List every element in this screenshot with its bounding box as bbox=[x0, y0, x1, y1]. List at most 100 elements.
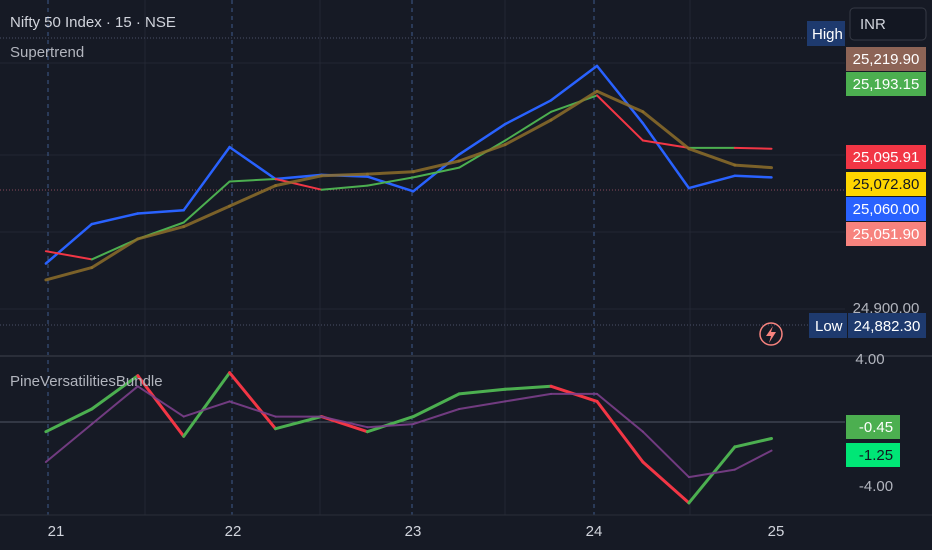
signal-segment bbox=[366, 423, 415, 429]
signal-segment bbox=[733, 449, 773, 471]
average-segment bbox=[320, 172, 369, 178]
low-label: Low bbox=[815, 318, 843, 335]
supertrend-segment bbox=[228, 178, 277, 183]
average-segment bbox=[228, 184, 277, 208]
price-segment bbox=[687, 174, 737, 190]
price-tag-2 bbox=[846, 172, 926, 196]
average-segment bbox=[365, 170, 415, 176]
indicator1-label[interactable]: Supertrend bbox=[10, 44, 84, 61]
signal-segment bbox=[44, 423, 93, 463]
price-segment bbox=[641, 122, 691, 190]
price-tag-text-1: 25,095.91 bbox=[853, 149, 920, 166]
signal-segment bbox=[136, 385, 185, 418]
osc-tick-0: 4.00 bbox=[855, 351, 884, 368]
price-segment bbox=[457, 122, 507, 156]
osc-tag-0 bbox=[846, 415, 900, 439]
signal-segment bbox=[90, 385, 139, 426]
price-tag-text-4: 25,051.90 bbox=[853, 226, 920, 243]
oscillator-segment bbox=[595, 399, 645, 464]
supertrend-segment bbox=[366, 176, 415, 187]
osc-tag-1 bbox=[846, 443, 900, 467]
oscillator-segment bbox=[228, 371, 277, 431]
price-segment bbox=[733, 174, 773, 179]
high-label: High bbox=[812, 26, 843, 43]
price-segment bbox=[366, 175, 415, 193]
signal-segment bbox=[687, 468, 736, 479]
signal-segment bbox=[412, 408, 461, 426]
average-segment bbox=[274, 174, 323, 188]
price-segment bbox=[274, 173, 323, 181]
price-tag-4 bbox=[846, 222, 926, 246]
price-segment bbox=[595, 64, 645, 125]
low-value: 24,882.30 bbox=[854, 318, 921, 335]
supertrend-segment bbox=[274, 178, 323, 191]
price-tag-text-0: 25,193.15 bbox=[853, 76, 920, 93]
signal-segment bbox=[596, 392, 644, 433]
x-tick-label: 25 bbox=[768, 523, 785, 540]
oscillator-segment bbox=[90, 374, 140, 411]
oscillator-segment bbox=[44, 407, 94, 434]
signal-segment bbox=[182, 400, 231, 418]
supertrend-segment bbox=[504, 110, 553, 142]
osc-tag-text-0: -0.45 bbox=[859, 419, 893, 436]
average-segment bbox=[641, 110, 691, 151]
average-segment bbox=[595, 89, 645, 114]
oscillator-segment bbox=[365, 415, 415, 434]
price-tag-1 bbox=[846, 145, 926, 169]
oscillator-segment bbox=[687, 445, 737, 505]
average-segment bbox=[90, 237, 140, 270]
average-segment bbox=[733, 163, 773, 170]
oscillator-segment bbox=[641, 460, 691, 505]
price-tag-0 bbox=[846, 72, 926, 96]
average-segment bbox=[182, 204, 232, 229]
price-segment bbox=[228, 145, 277, 181]
average-segment bbox=[687, 147, 737, 167]
supertrend-segment bbox=[596, 94, 644, 142]
price-tag-text-2: 25,072.80 bbox=[853, 176, 920, 193]
price-segment bbox=[136, 208, 185, 215]
x-axis: 21 22 23 24 25 bbox=[48, 523, 785, 540]
price-segment bbox=[549, 64, 599, 102]
oscillator-segment bbox=[274, 415, 323, 431]
price-segment bbox=[503, 99, 553, 126]
currency-selector[interactable] bbox=[849, 7, 927, 41]
low-label-box bbox=[809, 313, 847, 338]
price-segment bbox=[182, 145, 231, 212]
x-tick-label: 24 bbox=[586, 523, 603, 540]
oscillator-segment bbox=[733, 437, 773, 449]
supertrend-segment bbox=[320, 184, 369, 191]
average-segment bbox=[503, 118, 553, 147]
signal-segment bbox=[641, 430, 690, 479]
supertrend-segment bbox=[182, 180, 231, 224]
price-segment bbox=[44, 222, 94, 265]
x-tick-label: 23 bbox=[405, 523, 422, 540]
axis-tick-0: 24,900.00 bbox=[853, 300, 920, 317]
oscillator-segment bbox=[457, 387, 507, 396]
session-lines bbox=[47, 0, 595, 515]
x-tick-label: 21 bbox=[48, 523, 65, 540]
high-value-tag bbox=[846, 47, 926, 71]
signal-segment bbox=[504, 392, 553, 403]
supertrend-segment bbox=[641, 139, 690, 149]
signal-segment bbox=[320, 415, 369, 429]
indicator2-label[interactable]: PineVersatilitiesBundle bbox=[10, 373, 163, 390]
oscillator-series bbox=[44, 371, 773, 505]
oscillator-segment bbox=[136, 374, 186, 438]
oscillator-segment bbox=[182, 371, 232, 438]
currency-label[interactable]: INR bbox=[860, 16, 886, 33]
average-segment bbox=[411, 159, 461, 174]
average-segment bbox=[44, 266, 94, 282]
x-tick-label: 22 bbox=[225, 523, 242, 540]
supertrend-segment bbox=[733, 146, 773, 150]
lightning-icon[interactable] bbox=[759, 322, 783, 346]
supertrend-segment bbox=[412, 166, 461, 179]
average-segment bbox=[549, 89, 599, 122]
average-segment bbox=[136, 225, 186, 241]
price-series bbox=[44, 64, 773, 282]
oscillator-segment bbox=[411, 392, 461, 419]
supertrend-segment bbox=[44, 250, 93, 261]
oscillator-segment bbox=[503, 384, 553, 391]
signal-segment bbox=[458, 400, 507, 410]
